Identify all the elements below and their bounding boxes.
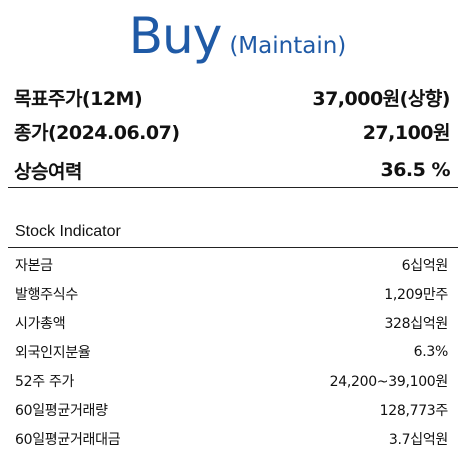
upside-label: 상승여력 (14, 160, 82, 183)
indicator-value: 128,773주 (379, 403, 449, 419)
indicator-label: 시가총액 (15, 316, 66, 332)
rating-status: (Maintain) (229, 33, 347, 59)
indicator-label: 52주 주가 (15, 374, 75, 390)
indicator-value: 24,200~39,100원 (329, 374, 449, 390)
rating-header: Buy (Maintain) (0, 0, 475, 72)
close-price-value: 27,100원 (362, 121, 451, 144)
indicator-row: 52주 주가 24,200~39,100원 (15, 368, 448, 394)
indicator-value: 328십억원 (384, 316, 448, 332)
indicator-label: 외국인지분율 (15, 345, 91, 361)
indicator-row: 자본금 6십억원 (15, 252, 448, 278)
indicator-value: 6.3% (413, 344, 449, 360)
summary-divider (8, 187, 458, 188)
stock-indicator-title: Stock Indicator (15, 223, 121, 240)
indicator-row: 60일평균거래량 128,773주 (15, 397, 448, 423)
indicator-label: 발행주식수 (15, 287, 78, 303)
indicator-row: 60일평균거래대금 3.7십억원 (15, 426, 448, 452)
close-price-label: 종가(2024.06.07) (14, 121, 180, 144)
target-price-value: 37,000원(상향) (312, 87, 450, 110)
close-price-row: 종가(2024.06.07) 27,100원 (14, 114, 451, 148)
indicator-value: 6십억원 (401, 258, 449, 274)
indicator-row: 시가총액 328십억원 (15, 310, 448, 336)
indicator-label: 60일평균거래대금 (15, 432, 121, 448)
indicator-row: 외국인지분율 6.3% (15, 339, 448, 365)
rating-label: Buy (128, 7, 223, 65)
indicator-divider (8, 247, 458, 248)
upside-value: 36.5 % (380, 159, 450, 181)
indicator-value: 1,209만주 (384, 287, 448, 303)
indicator-value: 3.7십억원 (388, 432, 448, 448)
upside-row: 상승여력 36.5 % (14, 153, 450, 187)
indicator-row: 발행주식수 1,209만주 (15, 281, 448, 307)
target-price-label: 목표주가(12M) (14, 87, 143, 110)
indicator-label: 60일평균거래량 (15, 403, 108, 419)
target-price-row: 목표주가(12M) 37,000원(상향) (14, 80, 450, 114)
indicator-label: 자본금 (15, 258, 53, 274)
